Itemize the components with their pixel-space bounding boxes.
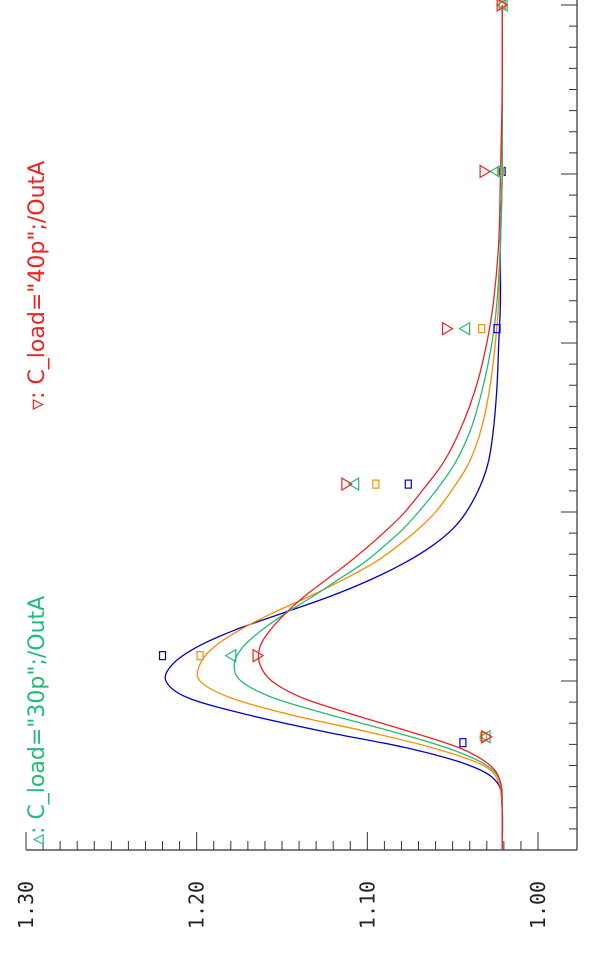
series-marker-2 — [224, 648, 237, 663]
series-marker-1 — [196, 651, 204, 661]
series-marker-2 — [489, 164, 501, 179]
tick-labels: 1.30 1.20 1.10 1.00 — [14, 881, 550, 929]
series-marker-3 — [481, 729, 493, 744]
series-marker-0 — [493, 324, 501, 334]
series-markers — [158, 0, 509, 748]
series-marker-0 — [404, 479, 412, 489]
value-tick-label: 1.10 — [355, 881, 379, 929]
series-marker-2 — [347, 477, 360, 492]
value-tick-label: 1.30 — [14, 881, 38, 929]
series-line-1 — [196, 5, 504, 851]
legend: ▵: C_load="30p";/OutA ▿: C_load="40p";/Ou… — [25, 161, 50, 845]
series-marker-3 — [252, 648, 265, 663]
series-line-3 — [257, 4, 503, 851]
axes — [25, 0, 578, 851]
series-line-2 — [233, 5, 503, 851]
series-marker-3 — [441, 321, 454, 336]
series-marker-0 — [158, 651, 167, 661]
value-tick-label: 1.00 — [526, 881, 550, 929]
series-lines — [164, 4, 504, 851]
series-marker-2 — [458, 321, 471, 336]
value-tick-label: 1.20 — [185, 881, 209, 929]
series-marker-1 — [478, 324, 486, 334]
series-marker-1 — [372, 479, 380, 489]
series-marker-3 — [496, 0, 509, 13]
legend-entry-0: ▵: C_load="30p";/OutA — [25, 596, 50, 845]
series-marker-3 — [341, 477, 354, 492]
series-marker-3 — [479, 164, 492, 179]
legend-entry-1: ▿: C_load="40p";/OutA — [25, 161, 50, 410]
series-marker-0 — [459, 738, 467, 748]
series-line-0 — [164, 5, 504, 851]
series-marker-1 — [498, 0, 506, 10]
series-marker-2 — [478, 729, 491, 744]
